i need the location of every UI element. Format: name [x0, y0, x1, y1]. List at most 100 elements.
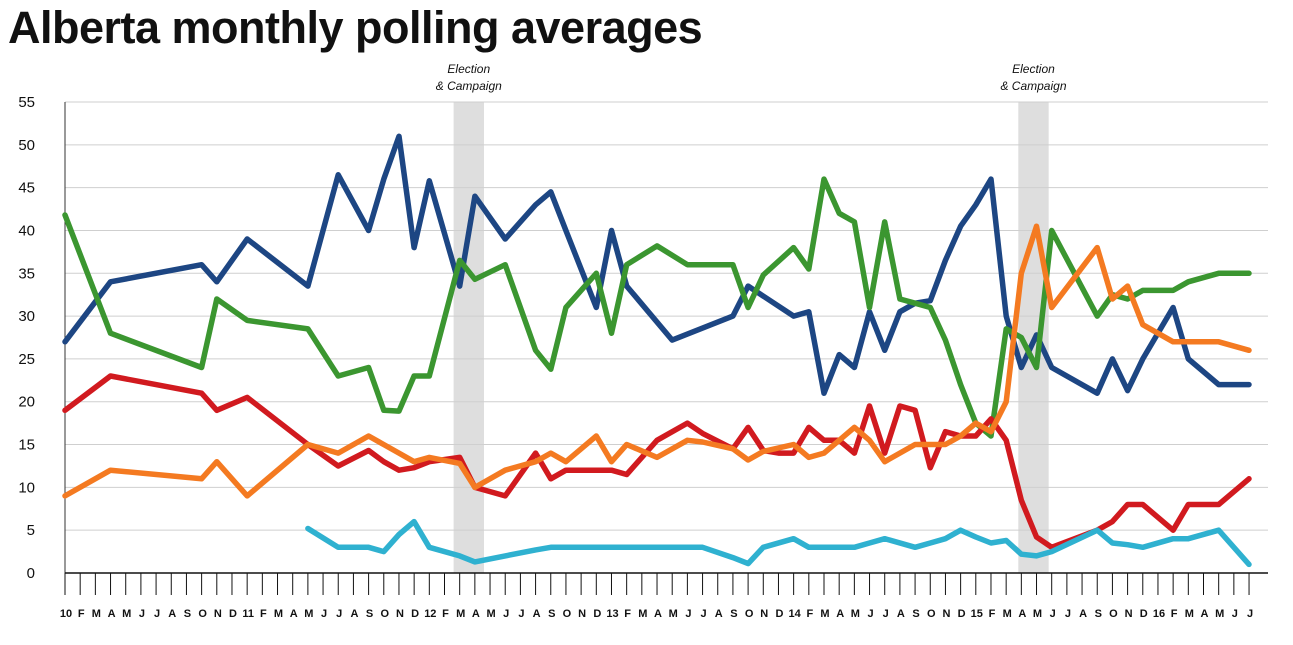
- x-tick-label: D: [1140, 608, 1148, 620]
- x-tick-label: M: [820, 608, 829, 620]
- x-tick-label: M: [1185, 608, 1194, 620]
- x-tick-label: A: [108, 608, 116, 620]
- y-tick-label: 25: [18, 351, 35, 368]
- shaded-band-label: Election: [1012, 62, 1055, 76]
- series-line-dark-blue: [62, 133, 1252, 396]
- x-tick-label: F: [78, 608, 85, 620]
- x-tick-label: D: [958, 608, 966, 620]
- x-tick-label: D: [593, 608, 601, 620]
- x-tick-label: J: [139, 608, 145, 620]
- x-tick-label: M: [638, 608, 647, 620]
- y-tick-label: 55: [18, 94, 35, 111]
- x-tick-label: N: [578, 608, 586, 620]
- x-tick-label: A: [168, 608, 176, 620]
- x-tick-label: S: [912, 608, 919, 620]
- x-tick-label: M: [851, 608, 860, 620]
- gridlines: [65, 101, 1268, 531]
- x-tick-label: M: [304, 608, 313, 620]
- chart-title: Alberta monthly polling averages: [8, 2, 703, 53]
- y-axis: 0 5 10 15 20 25 30 35 40 45 50 55: [18, 94, 66, 582]
- x-tick-label: J: [867, 608, 873, 620]
- x-tick-label: A: [897, 608, 905, 620]
- x-tick-label: O: [380, 608, 389, 620]
- x-tick-label: N: [1125, 608, 1133, 620]
- x-tick-label: J: [321, 608, 327, 620]
- y-tick-label: 15: [18, 437, 35, 454]
- x-tick-label: F: [806, 608, 813, 620]
- x-tick-label: A: [836, 608, 844, 620]
- x-axis: 10 F M A M J J A S O N D 11 F M A M J J A S O N D 12 F M A M J J A S O N D 1…: [60, 572, 1268, 620]
- x-tick-label: M: [92, 608, 101, 620]
- shaded-band-label: & Campaign: [436, 79, 502, 93]
- series-lines: [62, 133, 1252, 568]
- x-tick-label: O: [1109, 608, 1118, 620]
- shaded-band-label: & Campaign: [1000, 79, 1066, 93]
- x-tick-label: F: [260, 608, 267, 620]
- shaded-band-label: Election: [447, 62, 490, 76]
- series-line-orange: [62, 223, 1252, 499]
- y-tick-label: 20: [18, 394, 35, 411]
- y-tick-label: 5: [27, 522, 35, 539]
- x-tick-label: J: [685, 608, 691, 620]
- x-tick-label: M: [1003, 608, 1012, 620]
- y-tick-label: 30: [18, 308, 35, 325]
- x-tick-label: F: [1171, 608, 1178, 620]
- x-tick-label: O: [745, 608, 754, 620]
- x-tick-label: J: [1065, 608, 1071, 620]
- y-tick-label: 0: [27, 565, 35, 582]
- x-tick-label: N: [396, 608, 404, 620]
- x-tick-label: A: [1201, 608, 1209, 620]
- x-tick-label: 13: [606, 608, 618, 620]
- x-tick-label: M: [1215, 608, 1224, 620]
- x-tick-label: M: [1033, 608, 1042, 620]
- y-tick-label: 45: [18, 180, 35, 197]
- y-tick-label: 40: [18, 222, 35, 239]
- x-tick-label: N: [942, 608, 950, 620]
- x-tick-label: A: [290, 608, 298, 620]
- x-tick-label: 11: [242, 608, 254, 620]
- x-tick-label: F: [442, 608, 449, 620]
- x-tick-label: J: [1050, 608, 1056, 620]
- x-tick-label: S: [730, 608, 737, 620]
- x-tick-label: A: [1079, 608, 1087, 620]
- y-tick-label: 35: [18, 265, 35, 282]
- x-tick-label: M: [274, 608, 283, 620]
- x-tick-label: M: [456, 608, 465, 620]
- series-line-light-blue: [305, 518, 1252, 568]
- x-tick-label: D: [229, 608, 237, 620]
- x-tick-label: A: [350, 608, 358, 620]
- x-tick-label: J: [503, 608, 509, 620]
- x-tick-label: A: [472, 608, 480, 620]
- x-tick-label: J: [1247, 608, 1253, 620]
- x-tick-label: M: [669, 608, 678, 620]
- x-tick-label: M: [486, 608, 495, 620]
- x-tick-label: D: [411, 608, 419, 620]
- x-tick-label: J: [154, 608, 160, 620]
- x-tick-label: 12: [424, 608, 436, 620]
- x-tick-label: J: [1232, 608, 1238, 620]
- series-line-green: [62, 176, 1252, 439]
- x-tick-label: J: [883, 608, 889, 620]
- x-tick-label: N: [214, 608, 222, 620]
- x-tick-label: S: [548, 608, 555, 620]
- x-tick-label: A: [1018, 608, 1026, 620]
- x-tick-label: M: [122, 608, 131, 620]
- x-tick-label: F: [989, 608, 996, 620]
- x-tick-label: 10: [60, 608, 72, 620]
- x-tick-label: J: [700, 608, 706, 620]
- x-tick-label: 15: [971, 608, 983, 620]
- x-tick-label: 14: [789, 608, 802, 620]
- y-tick-label: 50: [18, 137, 35, 154]
- x-tick-label: J: [336, 608, 342, 620]
- x-tick-label: N: [760, 608, 768, 620]
- shaded-band-0: [453, 102, 484, 573]
- x-tick-label: O: [927, 608, 936, 620]
- x-tick-label: A: [533, 608, 541, 620]
- x-tick-label: J: [518, 608, 524, 620]
- y-tick-label: 10: [18, 479, 35, 496]
- x-tick-label: D: [775, 608, 783, 620]
- shaded-periods: Election & Campaign Election & Campaign: [436, 62, 1067, 573]
- x-tick-label: F: [624, 608, 631, 620]
- x-tick-label: A: [715, 608, 723, 620]
